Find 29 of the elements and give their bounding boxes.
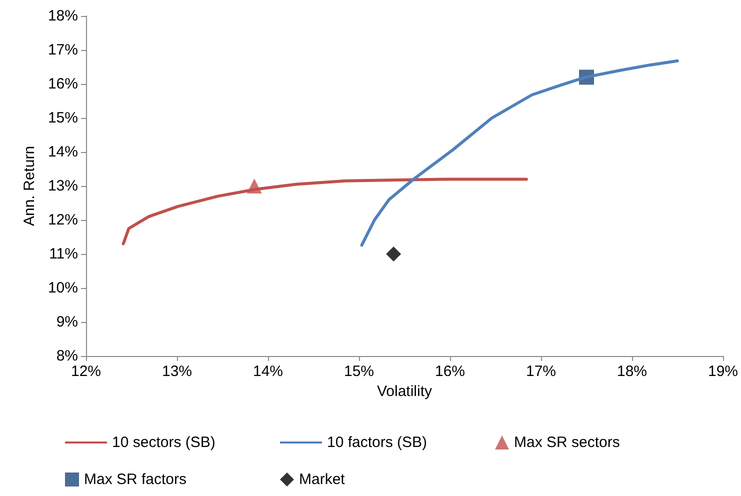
y-tick-label: 18% — [48, 8, 78, 24]
y-tick-label: 17% — [48, 42, 78, 58]
line-series — [122, 178, 528, 246]
x-tick-label: 13% — [162, 363, 192, 380]
legend-label: 10 factors (SB) — [327, 434, 428, 451]
x-axis-title: Volatility — [376, 383, 433, 400]
y-tick-label: 15% — [48, 110, 78, 126]
x-tick-label: 14% — [252, 363, 284, 380]
y-axis-title: Ann. Return — [21, 146, 38, 226]
legend-label: Market — [299, 471, 346, 488]
y-tick-label: 13% — [48, 178, 78, 194]
y-tick-label: 10% — [48, 280, 78, 296]
x-tick-label: 17% — [526, 363, 556, 380]
x-tick-label: 18% — [616, 363, 648, 380]
legend-label: Max SR sectors — [514, 434, 620, 451]
legend-label: Max SR factors — [84, 471, 187, 488]
y-tick-label: 9% — [56, 314, 78, 330]
x-tick-label: 15% — [344, 363, 374, 380]
y-tick-label: 12% — [48, 212, 78, 228]
x-tick-label: 16% — [434, 363, 466, 380]
y-tick-label: 11% — [49, 246, 78, 262]
y-tick-label: 14% — [48, 144, 78, 160]
y-tick-label: 8% — [56, 348, 78, 364]
line-series — [360, 59, 679, 247]
point — [386, 246, 402, 262]
x-tick-label: 19% — [708, 363, 738, 380]
legend-label: 10 sectors (SB) — [112, 434, 216, 451]
y-tick-label: 16% — [48, 76, 78, 92]
x-tick-label: 12% — [70, 363, 102, 380]
